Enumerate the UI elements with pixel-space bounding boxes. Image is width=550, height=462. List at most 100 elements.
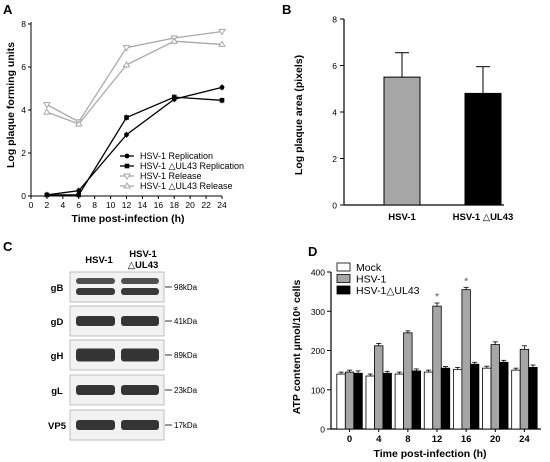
blot-marker-label: 41kDa <box>174 317 198 326</box>
chart-a-data-point-hsv-1-ul43-release <box>170 37 179 44</box>
blot-band-gb-lower-lane-2 <box>121 288 159 295</box>
chart-d-bar-hsv-1-0h <box>344 371 355 430</box>
chart-a-x-tick-label: 20 <box>185 200 195 210</box>
blot-band-vp5-lane-2 <box>121 420 159 430</box>
chart-d-legend-label: HSV-1△UL43 <box>356 285 420 297</box>
chart-a-x-tick-label: 8 <box>92 200 97 210</box>
chart-d-bar-hsv-1-12h <box>432 305 442 430</box>
chart-d-y-tick-label: 100 <box>311 385 325 395</box>
chart-a-x-tick-label: 10 <box>106 200 116 210</box>
chart-a-legend-label: HSV-1 Replication <box>140 151 213 161</box>
chart-d-bar-mock-0h <box>336 373 346 430</box>
chart-b-bar-hsv-1 <box>383 76 421 206</box>
panel-label-c: C <box>3 239 13 254</box>
chart-b-x-tick-label: HSV-1 <box>388 212 416 223</box>
chart-a-series-line-hsv-1-ul43-release <box>46 40 223 125</box>
chart-a-data-point-hsv-1-ul43-replication <box>219 98 225 103</box>
chart-a-data-point-hsv-1-ul43-replication <box>171 94 177 100</box>
chart-a-x-tick-label: 18 <box>170 200 180 210</box>
chart-d-bar-hsv-1-ul43-8h <box>411 370 422 430</box>
chart-d-significance-star: * <box>435 291 439 303</box>
blot-marker-label: 17kDa <box>174 421 198 430</box>
chart-d-x-tick-label: 4 <box>376 434 382 445</box>
chart-b-x-tick-label: HSV-1 △UL43 <box>453 212 514 223</box>
chart-a-y-tick-label: 2 <box>21 148 26 158</box>
chart-d-x-axis-title: Time post-infection (h) <box>374 448 487 460</box>
blot-row-label: gD <box>51 317 64 328</box>
chart-d-bar-mock-12h <box>423 371 434 430</box>
chart-d-legend-swatch-mock <box>336 262 351 272</box>
blot-row-label: gB <box>51 283 64 294</box>
chart-d-bar-hsv-1-ul43-12h <box>440 367 451 430</box>
chart-b-y-axis-title: Log plaque area (pixels) <box>293 55 305 175</box>
chart-a-legend-label: HSV-1 Release <box>140 171 202 181</box>
chart-a-data-point-hsv-1-release <box>122 45 131 52</box>
chart-d-bar-hsv-1-24h <box>519 348 530 430</box>
chart-a-legend-marker <box>123 173 131 180</box>
blot-marker-label: 89kDa <box>174 351 198 360</box>
chart-b-y-tick-label: 0 <box>332 201 337 211</box>
chart-a-x-axis-title: Time post-infection (h) <box>72 213 185 225</box>
chart-d-bar-mock-24h <box>511 369 521 430</box>
chart-d-y-tick-label: 400 <box>311 268 325 278</box>
chart-d-bar-hsv-1-20h <box>490 344 500 430</box>
blot-marker-label: 98kDa <box>174 283 198 292</box>
chart-d-y-tick-label: 200 <box>311 346 325 356</box>
chart-d-x-tick-label: 12 <box>432 434 443 445</box>
panel-label-a: A <box>3 2 13 17</box>
chart-a-x-tick-label: 14 <box>138 200 148 210</box>
chart-d-bar-hsv-1-8h <box>403 332 413 430</box>
chart-d-y-tick-label: 300 <box>311 307 325 317</box>
panel-label-d: D <box>308 244 317 259</box>
chart-a-data-point-hsv-1-ul43-release <box>43 108 51 115</box>
blot-band-gb-upper-lane-2 <box>121 278 159 284</box>
chart-d-x-tick-label: 16 <box>461 434 472 445</box>
chart-d-bar-mock-16h <box>452 368 463 430</box>
chart-a-legend-marker <box>123 182 131 189</box>
blot-row-label: gL <box>51 386 63 397</box>
chart-a-y-tick-label: 6 <box>21 62 26 72</box>
chart-b-bar-hsv-1-ul43 <box>464 92 502 206</box>
blot-band-gl-lane-1 <box>76 385 115 395</box>
chart-b-y-tick-label: 2 <box>332 154 337 164</box>
chart-a-legend-label: HSV-1 △UL43 Release <box>140 181 232 191</box>
chart-a-data-point-hsv-1-replication <box>124 132 129 138</box>
chart-b-y-tick-label: 4 <box>332 108 337 118</box>
chart-a-data-point-hsv-1-ul43-replication <box>76 192 82 198</box>
chart-d-legend-swatch-hsv-1-ul43 <box>336 285 351 295</box>
blot-row-label: VP5 <box>48 421 67 432</box>
chart-a-x-tick-label: 24 <box>217 200 227 210</box>
chart-d-bar-mock-8h <box>394 373 405 430</box>
chart-a-data-point-hsv-1-release <box>218 29 226 36</box>
chart-a-y-tick-label: 0 <box>21 191 26 201</box>
bar-chart-atp-content: 0 100 200 300 400 0 4 8 12 16 20 24 * * MockHSV-1HSV-1… <box>311 262 541 445</box>
chart-a-data-point-hsv-1-ul43-release <box>218 40 226 47</box>
blot-lane-header-2-line-1: HSV-1 <box>129 249 157 260</box>
blot-band-gl-lane-2 <box>121 385 159 395</box>
blot-row-label: gH <box>51 351 64 362</box>
chart-a-legend-marker <box>124 163 130 169</box>
blot-band-gb-upper-lane-1 <box>76 278 115 284</box>
chart-d-y-tick-label: 0 <box>320 425 325 435</box>
chart-a-x-tick-label: 0 <box>29 200 34 210</box>
chart-d-bar-hsv-1-ul43-0h <box>353 372 363 430</box>
blot-lane-header-2-line-2: △UL43 <box>128 260 159 271</box>
chart-a-y-axis-title: Log plaque forming units <box>5 42 17 168</box>
chart-a-data-point-hsv-1-release <box>43 102 51 109</box>
chart-d-legend-swatch-hsv-1 <box>336 274 351 283</box>
chart-d-bar-mock-4h <box>365 375 375 430</box>
chart-d-bar-hsv-1-4h <box>374 345 384 430</box>
blot-strip-gb <box>69 271 165 303</box>
chart-d-bar-hsv-1-16h <box>461 289 471 430</box>
blot-band-gh-lane-1 <box>76 348 115 362</box>
chart-a-data-point-hsv-1-ul43-replication <box>44 192 50 198</box>
chart-a-legend-label: HSV-1 △UL43 Replication <box>140 161 244 171</box>
chart-a-x-tick-label: 22 <box>201 200 211 210</box>
chart-a-legend-marker <box>124 153 130 159</box>
chart-a-y-tick-label: 8 <box>21 19 26 29</box>
chart-d-significance-star: * <box>464 275 468 287</box>
chart-a-y-tick-label: 4 <box>21 105 26 115</box>
